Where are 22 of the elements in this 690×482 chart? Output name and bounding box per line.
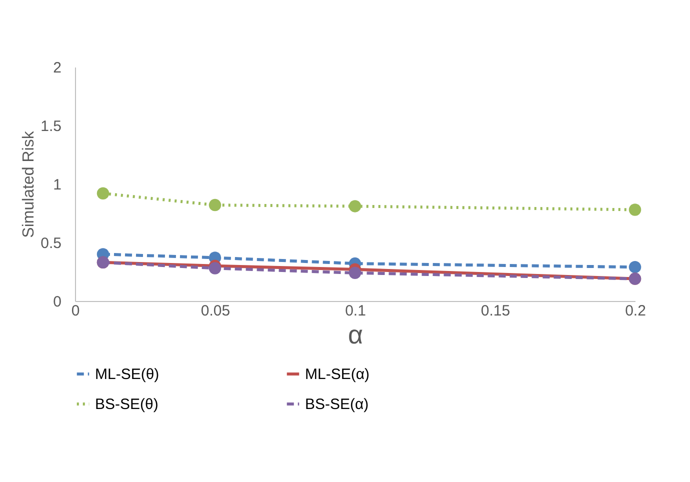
legend-label: ML-SE(α) [305,366,370,383]
point [208,262,222,274]
x-axis-title: α [348,320,364,350]
y-tick-label: 0.5 [40,235,62,252]
legend-label: ML-SE(θ) [95,366,160,383]
point [348,266,362,280]
x-tick-label: 0.2 [625,302,646,320]
x-tick-label: 0.15 [480,302,510,320]
point [208,198,222,212]
y-tick-label: 2 [53,60,62,76]
point [628,260,642,274]
legend-label: BS-SE(α) [305,396,369,413]
point [628,204,642,216]
point [348,200,362,212]
legend-label: BS-SE(θ) [95,396,158,413]
point [96,187,110,200]
y-axis-title: Simulated Risk [20,130,38,238]
x-tick-label: 0 [71,302,80,320]
x-tick-label: 0.05 [200,302,230,320]
y-tick-label: 1 [53,176,62,194]
x-tick-label: 0.1 [345,302,366,320]
y-tick-label: 1.5 [40,118,62,135]
